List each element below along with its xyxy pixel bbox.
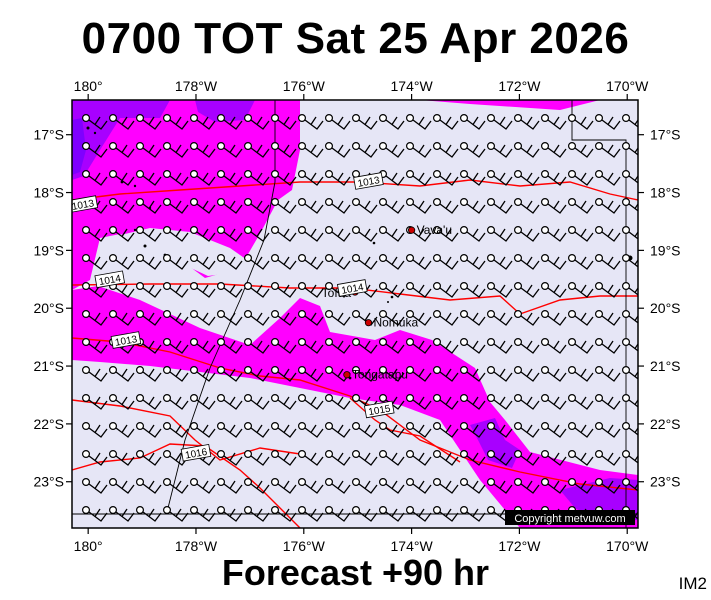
lat-label-left: 23°S bbox=[33, 474, 64, 490]
lat-label-right: 17°S bbox=[650, 127, 681, 143]
lat-label-left: 21°S bbox=[33, 358, 64, 374]
page-title: 0700 TOT Sat 25 Apr 2026 bbox=[81, 14, 630, 63]
isobar-label: 1013 bbox=[353, 172, 384, 190]
wind-barb bbox=[434, 535, 458, 549]
wind-barb bbox=[110, 535, 134, 549]
lon-label-bottom: 176°W bbox=[283, 538, 326, 554]
lat-label-left: 22°S bbox=[33, 416, 64, 432]
lat-label-left: 19°S bbox=[33, 242, 64, 258]
lat-label-right: 23°S bbox=[650, 474, 681, 490]
wind-barb bbox=[569, 535, 593, 549]
isobar-label: 1013 bbox=[110, 331, 142, 349]
lat-label-right: 19°S bbox=[650, 242, 681, 258]
isobar-value: 1015 bbox=[368, 403, 392, 418]
place-label: Vava'u bbox=[417, 223, 452, 237]
isobar-value: 1013 bbox=[71, 198, 95, 213]
lat-label-right: 21°S bbox=[650, 358, 681, 374]
isobar-label: 1015 bbox=[363, 400, 395, 418]
isobar-value: 1014 bbox=[98, 273, 122, 288]
isobar-value: 1013 bbox=[357, 175, 381, 190]
bottom-longitude-labels: 180° 178°W 176°W 174°W 172°W 170°W bbox=[74, 538, 649, 554]
lon-label-top: 176°W bbox=[283, 78, 326, 94]
lon-label-top: 178°W bbox=[175, 78, 218, 94]
copyright-box bbox=[505, 510, 635, 525]
isobar-label: 1013 bbox=[71, 195, 99, 213]
lon-label-bottom: 174°W bbox=[391, 538, 434, 554]
wind-barb bbox=[137, 535, 161, 549]
left-latitude-labels: 17°S 18°S 19°S 20°S 21°S 22°S 23°S bbox=[33, 127, 64, 490]
lat-label-left: 18°S bbox=[33, 185, 64, 201]
forecast-caption: Forecast +90 hr bbox=[221, 552, 490, 593]
isobar-value: 1016 bbox=[184, 447, 208, 462]
place-marker bbox=[364, 319, 373, 327]
place-label: Nomuka bbox=[373, 316, 418, 330]
lat-label-right: 20°S bbox=[650, 300, 681, 316]
place-marker bbox=[407, 226, 416, 234]
isobar-value: 1014 bbox=[341, 282, 365, 297]
lon-label-bottom: 178°W bbox=[175, 538, 218, 554]
image-tag: IM2 bbox=[678, 574, 707, 593]
wind-barb bbox=[542, 535, 566, 549]
isobar-label: 1014 bbox=[337, 279, 368, 297]
lon-label-top: 174°W bbox=[391, 78, 434, 94]
lat-label-right: 18°S bbox=[650, 185, 681, 201]
lon-label-top: 180° bbox=[74, 78, 103, 94]
isobar-label: 1014 bbox=[94, 270, 126, 288]
place-label: Tongatapu bbox=[352, 368, 408, 382]
wind-barb bbox=[326, 535, 350, 549]
lat-label-left: 17°S bbox=[33, 127, 64, 143]
wind-barb bbox=[218, 535, 242, 549]
right-latitude-labels: 17°S 18°S 19°S 20°S 21°S 22°S 23°S bbox=[650, 127, 681, 490]
lon-label-bottom: 170°W bbox=[606, 538, 649, 554]
copyright-text: Copyright metvuw.com bbox=[514, 513, 625, 525]
wind-barb bbox=[461, 535, 485, 549]
lon-label-bottom: 180° bbox=[74, 538, 103, 554]
isobar-value: 1013 bbox=[114, 334, 138, 349]
lat-label-left: 20°S bbox=[33, 300, 64, 316]
top-longitude-labels: 180° 178°W 176°W 174°W 172°W 170°W bbox=[74, 78, 649, 94]
lon-label-top: 172°W bbox=[498, 78, 541, 94]
isobar-label: 1016 bbox=[180, 444, 212, 462]
map-frame bbox=[71, 99, 639, 529]
wind-barb bbox=[353, 535, 377, 549]
place-marker bbox=[343, 371, 351, 379]
lon-label-top: 170°W bbox=[606, 78, 649, 94]
lon-label-bottom: 172°W bbox=[498, 538, 541, 554]
isobar-labels: 1013 1013 1014 1014 1013 1015 1016 bbox=[71, 172, 395, 462]
wind-barb bbox=[245, 535, 269, 549]
axis-ticks bbox=[66, 94, 644, 534]
lat-label-right: 22°S bbox=[650, 416, 681, 432]
